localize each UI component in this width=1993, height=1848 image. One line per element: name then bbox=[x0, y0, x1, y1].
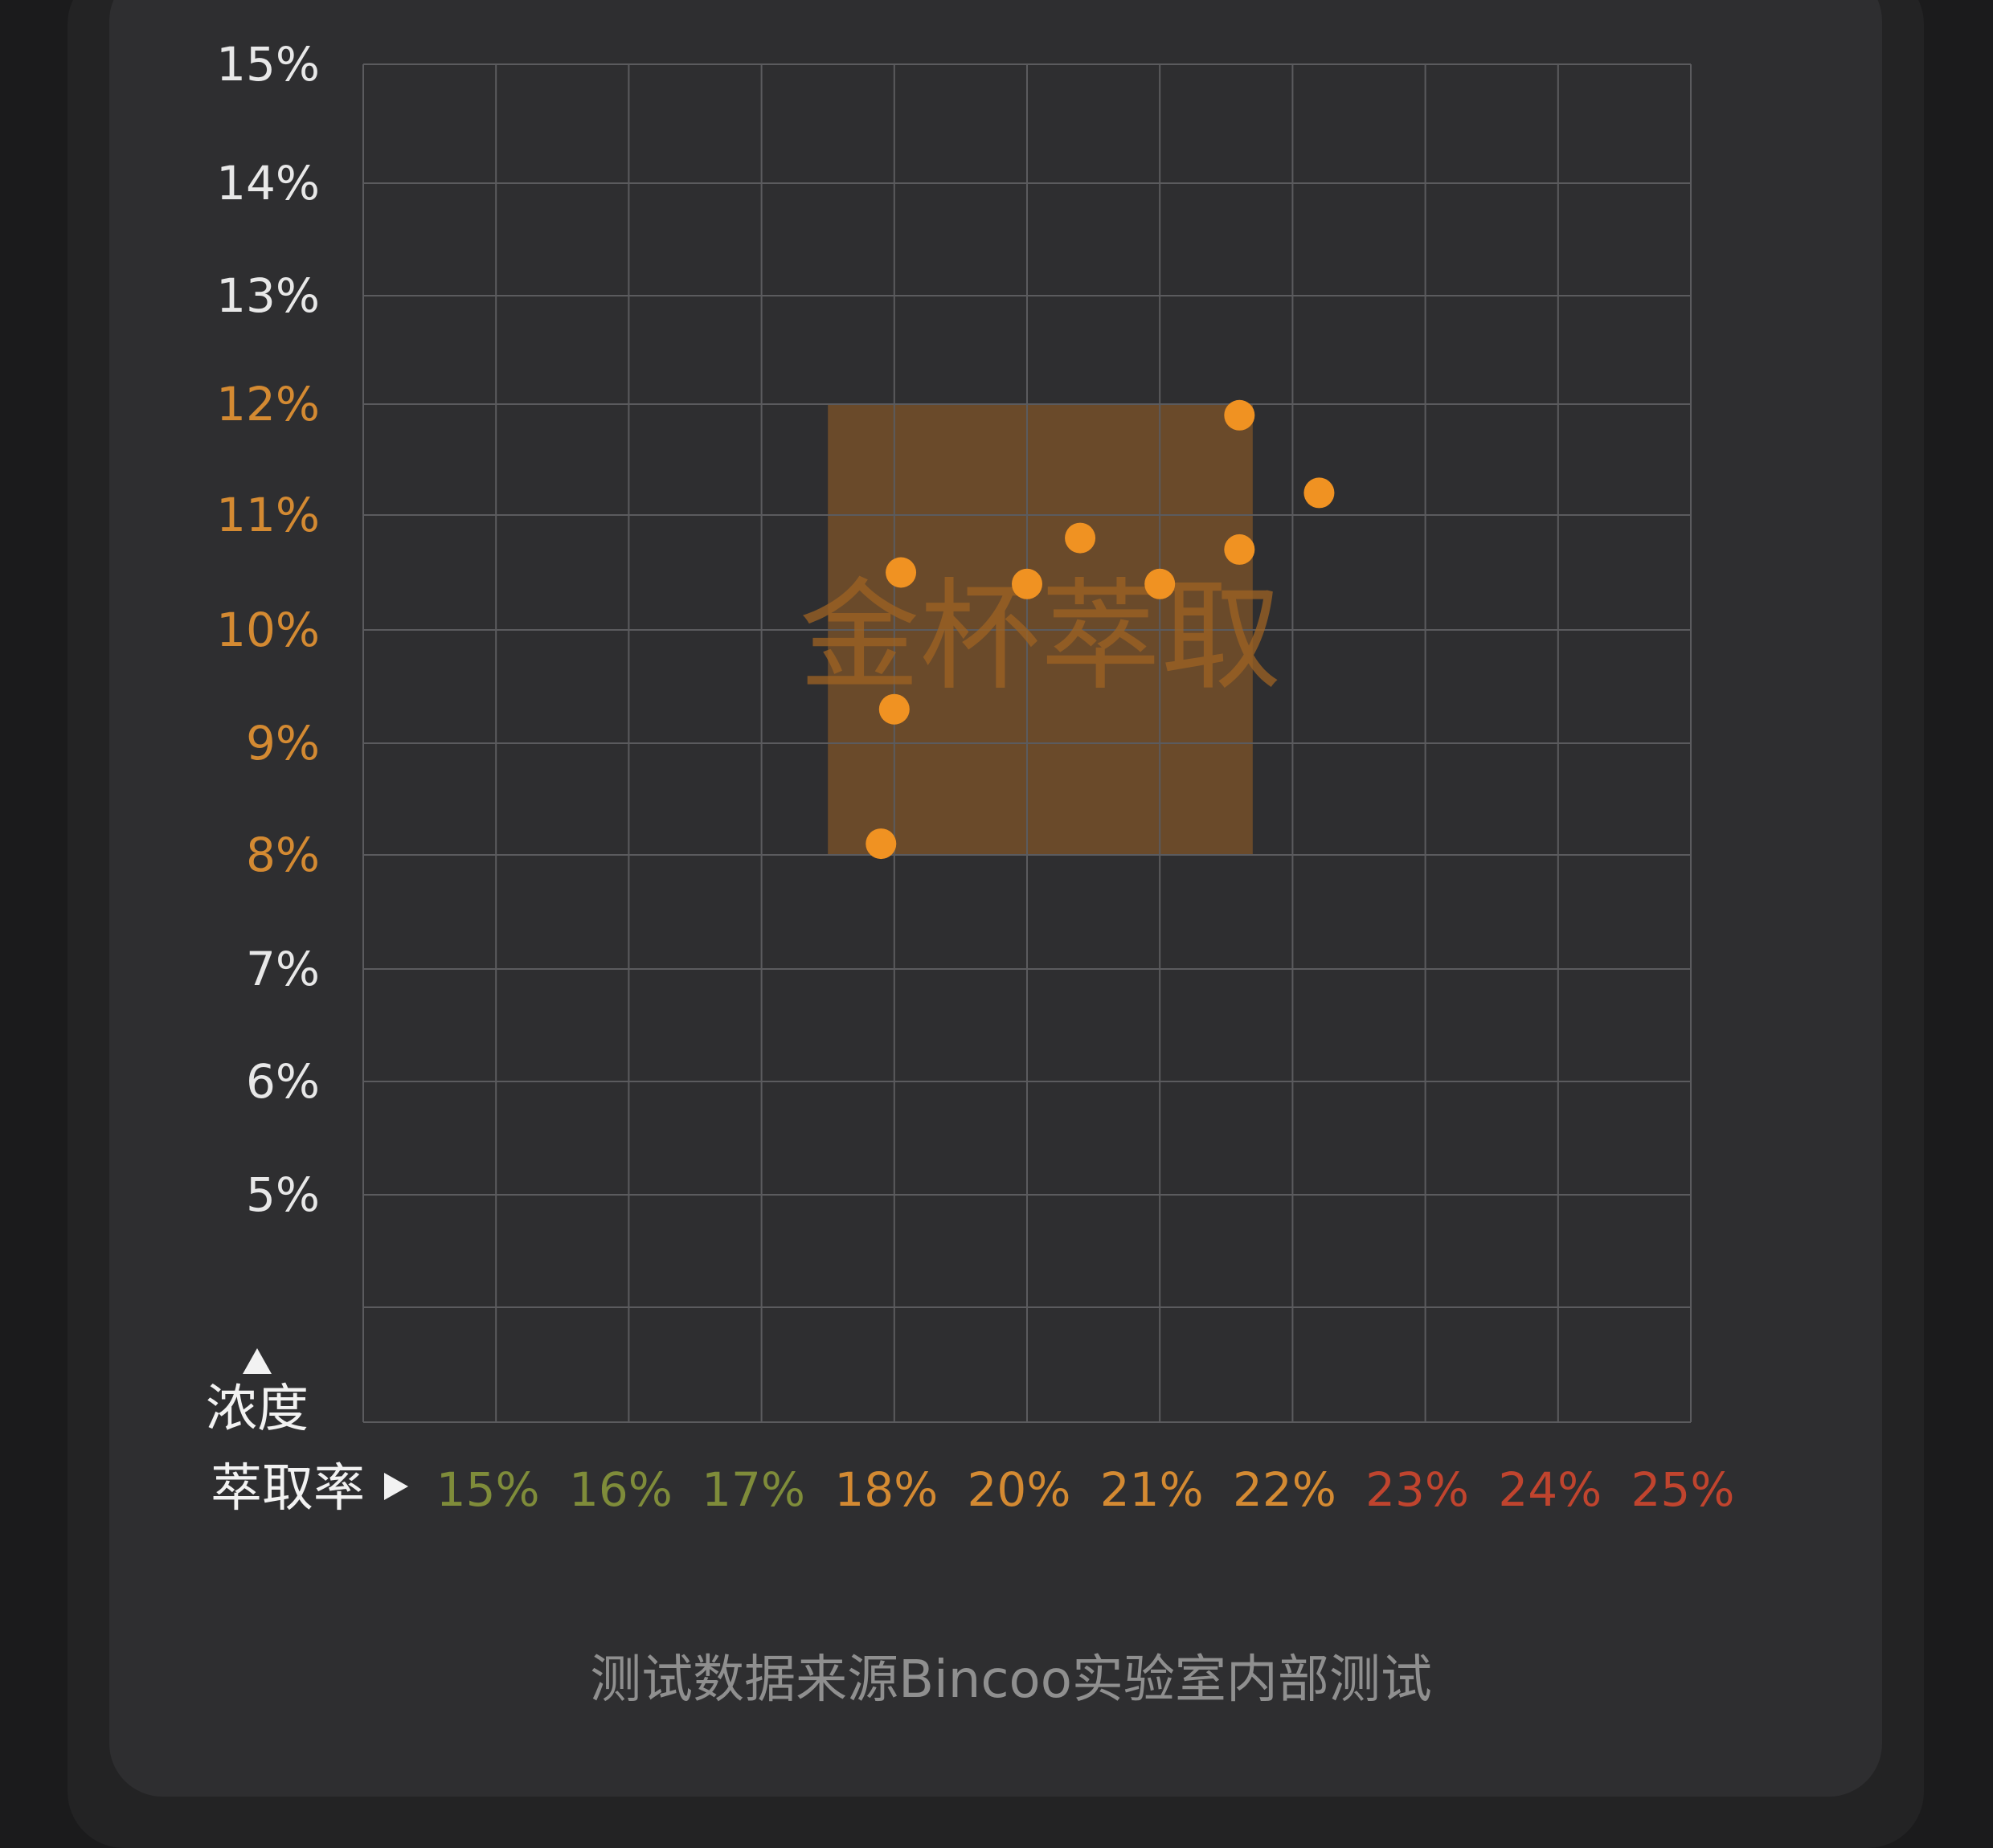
x-tick-label: 17% bbox=[702, 1462, 805, 1517]
y-tick-label: 6% bbox=[246, 1054, 320, 1109]
x-tick-label: 21% bbox=[1100, 1462, 1204, 1517]
footnote: 测试数据来源Bincoo实验室内部测试 bbox=[590, 1650, 1432, 1710]
y-tick-label: 9% bbox=[246, 716, 320, 771]
data-point bbox=[1303, 477, 1335, 509]
y-tick-label: 12% bbox=[216, 377, 320, 431]
x-tick-label: 22% bbox=[1233, 1462, 1336, 1517]
data-point bbox=[878, 693, 910, 725]
data-point bbox=[1144, 568, 1176, 599]
x-tick-label: 16% bbox=[569, 1462, 673, 1517]
data-point bbox=[1065, 522, 1096, 554]
x-tick-label: 23% bbox=[1365, 1462, 1469, 1517]
data-point bbox=[1012, 568, 1042, 599]
x-tick-label: 15% bbox=[436, 1462, 540, 1517]
data-point bbox=[1224, 399, 1255, 431]
y-tick-label: 8% bbox=[246, 828, 320, 882]
data-point bbox=[886, 557, 917, 588]
right-triangle-icon bbox=[384, 1473, 408, 1500]
y-tick-label: 11% bbox=[216, 488, 320, 542]
data-point bbox=[866, 828, 897, 860]
y-axis-label: 浓度 bbox=[206, 1380, 309, 1439]
data-point bbox=[1224, 534, 1255, 565]
x-tick-label: 20% bbox=[968, 1462, 1071, 1517]
y-tick-label: 10% bbox=[216, 603, 320, 657]
chart-panel bbox=[109, 0, 1882, 1797]
x-tick-label: 25% bbox=[1631, 1462, 1735, 1517]
y-tick-label: 13% bbox=[216, 268, 320, 323]
y-tick-label: 7% bbox=[246, 942, 320, 996]
y-tick-label: 5% bbox=[246, 1167, 320, 1222]
y-tick-label: 15% bbox=[216, 37, 320, 92]
x-tick-label: 18% bbox=[834, 1462, 938, 1517]
x-tick-label: 24% bbox=[1498, 1462, 1602, 1517]
x-axis-label: 萃取率 bbox=[211, 1459, 365, 1519]
y-tick-label: 14% bbox=[216, 156, 320, 211]
up-triangle-icon bbox=[243, 1348, 272, 1374]
